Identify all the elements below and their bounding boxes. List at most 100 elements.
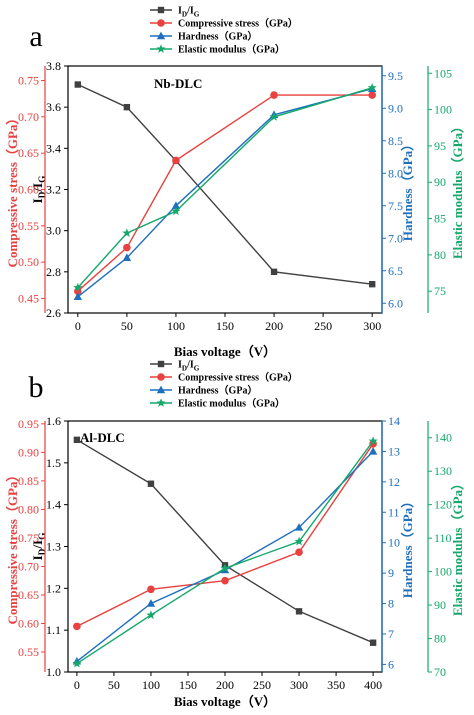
- compressive-tick-label: 0.50: [18, 255, 39, 269]
- x-tick-label: 250: [314, 319, 332, 333]
- hardness-axis-title: Hardness（GPa）: [400, 138, 415, 241]
- x-tick-label: 150: [216, 319, 234, 333]
- hardness-axis-title: Hardness（GPa）: [400, 495, 415, 598]
- data-point-elastic: [368, 436, 378, 445]
- data-point-id_ig: [73, 436, 81, 444]
- x-axis-title: Bias voltage（V）: [174, 344, 276, 359]
- legend-marker-elastic: [156, 44, 166, 53]
- data-point-id_ig: [270, 268, 278, 276]
- x-tick-label: 200: [216, 678, 234, 692]
- elastic-axis-title: Elastic modulus（GPa）: [450, 120, 465, 259]
- plot-frame: [67, 65, 383, 314]
- data-point-hardness: [73, 292, 83, 300]
- x-tick-label: 150: [179, 678, 197, 692]
- data-point-id_ig: [295, 608, 303, 615]
- data-point-compressive: [147, 585, 155, 594]
- compressive-tick-label: 0.60: [18, 617, 39, 631]
- compressive-tick-label: 0.75: [18, 531, 39, 545]
- id-ig-tick-label: 3.2: [46, 183, 61, 197]
- data-point-id_ig: [369, 639, 377, 646]
- compressive-tick-label: 0.75: [18, 74, 39, 88]
- data-point-elastic: [171, 206, 181, 216]
- legend-label: ID​/IG​: [178, 360, 200, 373]
- data-point-elastic: [269, 112, 279, 121]
- compressive-tick-label: 0.65: [18, 588, 39, 602]
- elastic-tick-label: 90: [434, 175, 446, 189]
- id-ig-tick-label: 3.8: [46, 59, 61, 73]
- data-point-compressive: [123, 243, 131, 252]
- legend-marker-compressive: [157, 373, 165, 381]
- hardness-tick-label: 13: [388, 444, 400, 458]
- id-ig-axis-title: ID​/IG​: [30, 175, 48, 203]
- data-point-elastic: [220, 563, 230, 573]
- series-line-compressive: [76, 443, 374, 628]
- hardness-tick-label: 7: [388, 627, 394, 641]
- hardness-tick-label: 6.5: [388, 264, 403, 278]
- data-point-id_ig: [123, 103, 131, 111]
- compressive-tick-label: 0.55: [18, 219, 39, 233]
- elastic-tick-label: 90: [434, 598, 446, 612]
- hardness-tick-label: 6: [388, 657, 394, 671]
- data-point-hardness: [122, 253, 132, 261]
- hardness-tick-label: 12: [388, 475, 400, 489]
- legend-marker-id_ig: [157, 6, 165, 14]
- legend-label: Elastic modulus（GPa）: [178, 397, 285, 410]
- data-point-elastic: [146, 610, 156, 619]
- legend-label: Compressive stress（GPa）: [178, 371, 298, 384]
- x-tick-label: 300: [363, 319, 381, 333]
- legend-label: ID​/IG​: [178, 6, 200, 19]
- legend-label: Hardness（GPa）: [178, 30, 257, 43]
- id-ig-tick-label: 2.6: [46, 306, 61, 320]
- elastic-tick-label: 80: [434, 248, 446, 262]
- compressive-axis-title: Compressive stress（GPa）: [5, 112, 20, 268]
- data-point-id_ig: [147, 480, 155, 487]
- id-ig-tick-label: 1.6: [46, 414, 61, 428]
- hardness-tick-label: 9.0: [388, 101, 403, 115]
- id-ig-tick-label: 1.2: [46, 581, 61, 595]
- hardness-tick-label: 7.0: [388, 231, 403, 245]
- elastic-axis-title: Elastic modulus（GPa）: [450, 477, 465, 616]
- compressive-tick-label: 0.45: [18, 291, 39, 305]
- elastic-tick-label: 120: [434, 498, 452, 512]
- id-ig-tick-label: 3.6: [46, 100, 61, 114]
- elastic-tick-label: 85: [434, 212, 446, 226]
- id-ig-tick-label: 1.3: [46, 540, 61, 554]
- data-point-compressive: [221, 576, 229, 585]
- hardness-tick-label: 14: [388, 414, 400, 428]
- id-ig-tick-label: 1.0: [46, 665, 61, 679]
- data-point-elastic: [122, 228, 132, 237]
- x-tick-label: 50: [108, 678, 120, 692]
- legend-marker-id_ig: [157, 360, 165, 368]
- hardness-tick-label: 7.5: [388, 199, 403, 213]
- data-point-compressive: [270, 91, 278, 99]
- x-tick-label: 300: [290, 678, 308, 692]
- series-line-id_ig: [77, 83, 373, 285]
- data-point-id_ig: [368, 280, 376, 288]
- hardness-tick-label: 6.0: [388, 296, 403, 310]
- data-point-hardness: [171, 201, 181, 209]
- plot-frame: [67, 420, 383, 673]
- elastic-tick-label: 100: [434, 565, 452, 579]
- legend-marker-elastic: [156, 398, 166, 407]
- data-point-hardness: [146, 599, 156, 607]
- legend-label: Hardness（GPa）: [178, 384, 257, 397]
- data-point-hardness: [294, 523, 304, 531]
- series-line-hardness: [76, 450, 374, 662]
- panel-letter: a: [29, 20, 42, 53]
- x-tick-label: 0: [75, 319, 81, 333]
- data-point-compressive: [73, 622, 81, 631]
- data-point-hardness: [368, 447, 378, 455]
- hardness-tick-label: 11: [388, 505, 400, 519]
- x-tick-label: 50: [121, 319, 133, 333]
- elastic-tick-label: 140: [434, 431, 452, 445]
- legend: ID​/IG​Compressive stress（GPa）Hardness（G…: [150, 360, 298, 410]
- hardness-tick-label: 10: [388, 536, 400, 550]
- compressive-tick-label: 0.90: [18, 445, 39, 459]
- hardness-tick-label: 8: [388, 597, 394, 611]
- data-point-elastic: [294, 536, 304, 546]
- id-ig-tick-label: 1.1: [46, 623, 61, 637]
- hardness-tick-label: 8.5: [388, 134, 403, 148]
- id-ig-tick-label: 1.4: [46, 498, 61, 512]
- x-tick-label: 400: [364, 678, 382, 692]
